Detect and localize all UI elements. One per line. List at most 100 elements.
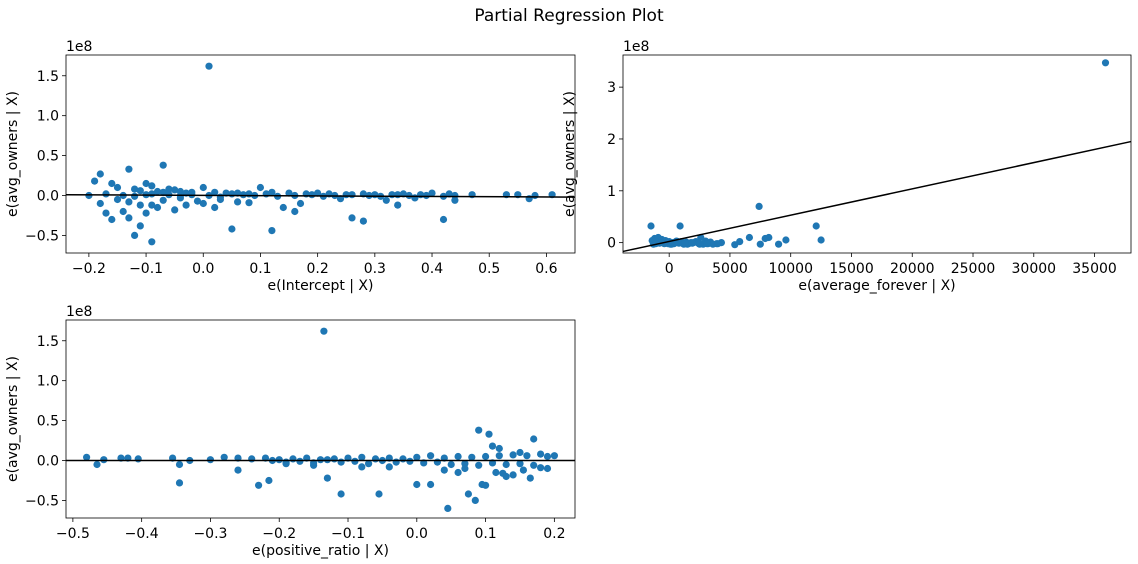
- data-point: [131, 192, 139, 200]
- x-tick-label: 5000: [712, 261, 748, 277]
- data-point: [358, 453, 366, 461]
- data-point: [93, 460, 101, 469]
- x-tick-label: 0.6: [535, 261, 557, 277]
- x-tick-label: −0.2: [72, 261, 106, 277]
- data-point: [279, 203, 287, 212]
- data-point: [461, 464, 469, 473]
- data-point: [509, 451, 517, 459]
- data-point: [265, 476, 273, 485]
- data-point: [1101, 59, 1110, 67]
- data-point: [444, 504, 452, 512]
- data-point: [382, 196, 390, 204]
- data-point: [427, 452, 435, 460]
- subplot-average-forever: 0 5000 10000 15000 20000 25000 30000 35000 0 1 2 3 1…: [562, 39, 1132, 294]
- y-tick-label: 0.0: [37, 189, 59, 205]
- data-point: [471, 496, 479, 504]
- data-point: [495, 444, 503, 453]
- data-point: [537, 450, 545, 458]
- data-point: [447, 460, 455, 469]
- data-point: [131, 185, 139, 193]
- data-point: [308, 191, 316, 199]
- data-point: [193, 197, 202, 205]
- data-point: [234, 198, 242, 206]
- x-tick-label: −0.4: [125, 526, 159, 542]
- data-point: [516, 448, 524, 457]
- data-point: [405, 191, 413, 200]
- data-point: [248, 455, 256, 463]
- data-point: [543, 464, 552, 473]
- subplot-positive_ratio-y-axis-label: e(avg_owners | X): [5, 356, 21, 482]
- data-point: [475, 461, 483, 469]
- data-point: [175, 479, 184, 487]
- data-point: [440, 466, 448, 474]
- subplot-intercept-y-axis-label: e(avg_owners | X): [5, 91, 21, 217]
- data-point: [165, 185, 173, 193]
- x-tick-label: −0.3: [193, 526, 227, 542]
- data-point: [519, 466, 528, 474]
- data-point: [499, 469, 507, 477]
- y-tick-label: 1: [607, 184, 616, 200]
- data-point: [96, 199, 104, 208]
- x-tick-label: −0.5: [56, 526, 90, 542]
- x-tick-label: 25000: [951, 261, 996, 277]
- data-point: [220, 453, 228, 461]
- data-point: [316, 456, 325, 464]
- data-point: [216, 195, 224, 204]
- x-tick-label: 0.1: [474, 526, 496, 542]
- data-point: [543, 452, 552, 461]
- data-point: [159, 196, 167, 204]
- data-point: [205, 62, 213, 70]
- data-point: [136, 222, 144, 230]
- data-point: [745, 233, 754, 242]
- data-point: [234, 466, 242, 474]
- data-point: [427, 480, 435, 489]
- data-point: [336, 195, 345, 203]
- subplot-average_forever-y-offset-label: 1e8: [623, 39, 649, 55]
- data-point: [371, 455, 380, 463]
- y-tick-label: 1.5: [37, 69, 59, 85]
- data-point: [537, 464, 545, 472]
- subplot-intercept-points: [85, 62, 556, 246]
- data-point: [256, 183, 264, 192]
- data-point: [502, 460, 510, 469]
- data-point: [492, 468, 500, 477]
- data-point: [100, 456, 108, 464]
- y-tick-label: 0.5: [37, 149, 59, 165]
- data-point: [296, 199, 305, 208]
- data-point: [485, 430, 493, 438]
- data-point: [285, 189, 293, 197]
- data-point: [255, 481, 263, 489]
- x-tick-label: 15000: [829, 261, 874, 277]
- data-point: [411, 194, 419, 202]
- y-tick-label: 1.0: [37, 374, 59, 390]
- y-tick-label: 2: [607, 132, 616, 148]
- data-point: [91, 177, 99, 185]
- data-point: [108, 179, 116, 188]
- data-point: [136, 187, 144, 195]
- data-point: [509, 471, 517, 479]
- data-point: [451, 196, 459, 204]
- data-point: [413, 453, 421, 461]
- data-point: [530, 435, 538, 443]
- data-point: [482, 481, 490, 489]
- data-point: [406, 457, 414, 465]
- data-point: [153, 187, 162, 196]
- data-point: [550, 452, 559, 460]
- data-point: [310, 461, 318, 469]
- data-point: [268, 188, 276, 196]
- data-point: [817, 236, 825, 244]
- data-point: [148, 190, 156, 198]
- subplot-positive_ratio-frame: [65, 319, 576, 519]
- data-point: [131, 231, 139, 239]
- data-point: [148, 182, 156, 190]
- data-point: [495, 452, 503, 460]
- data-point: [761, 234, 769, 243]
- data-point: [454, 452, 462, 461]
- x-tick-label: 30000: [1012, 261, 1057, 277]
- data-point: [445, 190, 453, 198]
- data-point: [358, 463, 366, 471]
- data-point: [703, 240, 711, 248]
- data-point: [348, 191, 356, 199]
- data-point: [775, 240, 783, 248]
